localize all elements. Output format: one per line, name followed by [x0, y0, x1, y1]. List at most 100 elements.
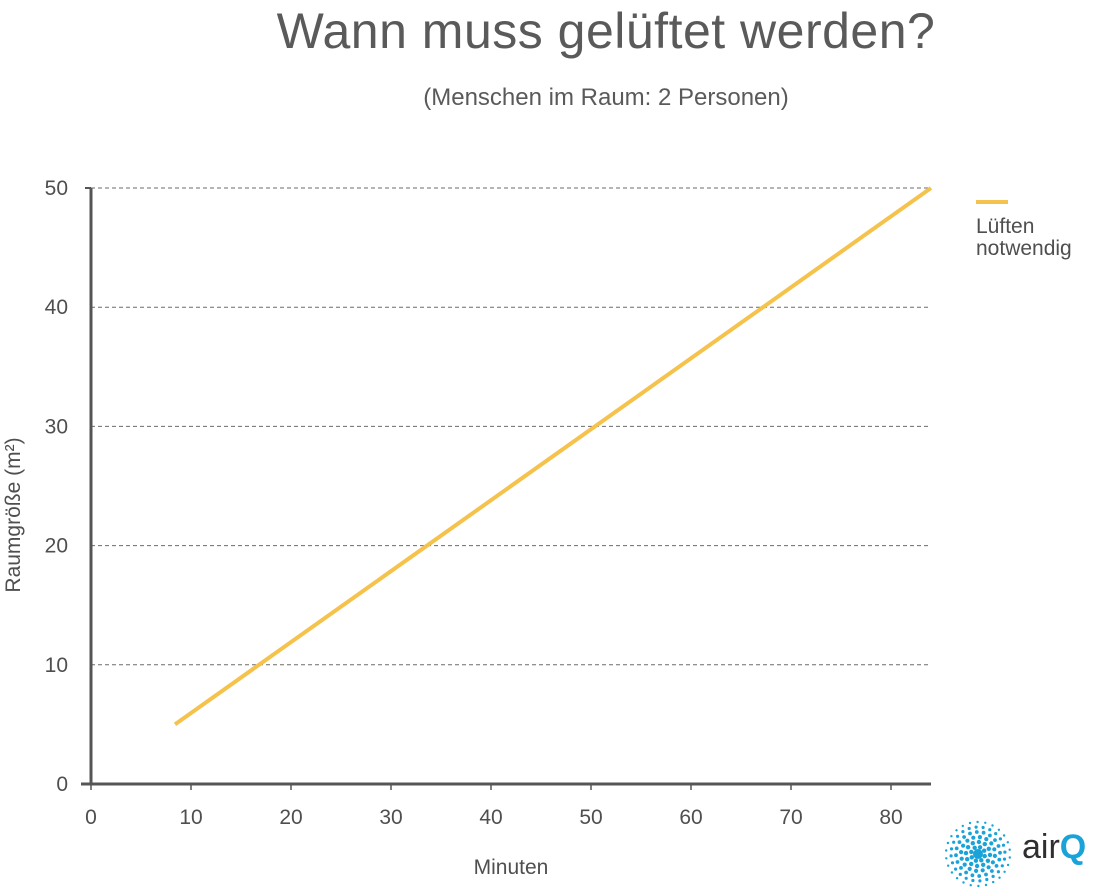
logo-dot — [971, 835, 976, 840]
logo-dot — [945, 849, 948, 852]
logo-dot — [961, 830, 965, 834]
x-tick-label-60: 60 — [679, 806, 702, 829]
logo-dot — [962, 835, 966, 839]
y-tick-label-50: 50 — [45, 177, 68, 200]
legend-label-line1: Lüften — [976, 215, 1035, 238]
logo-dot — [950, 871, 954, 874]
logo-dot — [955, 860, 960, 864]
logo-dot — [977, 874, 982, 878]
x-tick-label-0: 0 — [85, 806, 97, 829]
logo-dot — [992, 853, 997, 858]
logo-dot — [947, 864, 950, 867]
logo-dot — [1003, 870, 1006, 873]
x-tick-label-40: 40 — [479, 806, 502, 829]
logo-dot — [976, 839, 982, 845]
logo-dot — [992, 847, 997, 852]
logo-dot — [950, 835, 953, 838]
logo-dot — [964, 870, 968, 875]
logo-dot — [952, 840, 956, 844]
logo-dot — [998, 850, 1002, 855]
logo-dot — [986, 865, 991, 870]
logo-dot — [957, 840, 962, 844]
x-axis-label: Minuten — [474, 856, 549, 879]
logo-dot — [985, 858, 991, 863]
logo-dot — [959, 866, 963, 870]
x-tick-label-80: 80 — [879, 806, 902, 829]
logo-dot — [994, 832, 998, 836]
logo-dot — [977, 835, 982, 840]
logo-dot — [984, 821, 987, 824]
logo-dot — [970, 841, 975, 846]
logo-dot — [965, 838, 970, 843]
logo-dot — [946, 841, 950, 845]
logo-dot — [979, 858, 984, 863]
logo-dot — [985, 877, 989, 882]
logo-dot — [990, 860, 995, 865]
airq-dot-sphere-icon — [945, 820, 1011, 888]
grid-lines — [91, 187, 931, 666]
logo-dot — [955, 829, 958, 832]
x-tick-label-30: 30 — [379, 806, 402, 829]
logo-dot — [982, 853, 987, 859]
y-tick-label-30: 30 — [45, 415, 68, 438]
legend-label-line2: notwendig — [976, 237, 1072, 260]
x-tick-labels: 0 10 20 30 40 50 60 70 80 — [85, 806, 903, 829]
logo-dot — [994, 864, 999, 868]
logo-dot — [974, 868, 979, 873]
logo-dot — [1006, 841, 1009, 844]
x-tick-label-10: 10 — [179, 806, 202, 829]
logo-dot — [981, 862, 986, 867]
logo-dot — [958, 872, 962, 876]
logo-dot — [1002, 834, 1006, 837]
logo-dot — [969, 861, 974, 867]
logo-dot — [962, 862, 967, 867]
logo-dot — [968, 831, 972, 836]
logo-dot — [956, 834, 960, 838]
logo-dot — [959, 850, 964, 855]
logo-dot — [998, 876, 1001, 879]
logo-dot — [997, 828, 1001, 831]
logo-dot — [1008, 856, 1011, 859]
logo-text-q: Q — [1059, 828, 1087, 866]
x-tick-label-50: 50 — [579, 806, 602, 829]
logo-dot — [965, 857, 970, 862]
logo-dot — [1002, 857, 1007, 861]
y-axis-label: Raumgröße (m²) — [2, 437, 25, 592]
logo-dot — [964, 876, 968, 880]
logo-dot — [988, 833, 992, 838]
logo-dot — [969, 884, 972, 887]
logo-dot — [954, 846, 959, 851]
logo-dot — [969, 849, 974, 855]
logo-dot — [968, 821, 972, 825]
logo-dot — [961, 843, 966, 848]
logo-dot — [992, 880, 995, 884]
logo-dot — [1006, 863, 1010, 867]
logo-dot — [945, 857, 948, 860]
axes — [81, 187, 931, 790]
logo-dot — [1003, 850, 1007, 854]
logo-dot — [973, 849, 983, 859]
chart-subtitle: (Menschen im Raum: 2 Personen) — [423, 84, 789, 111]
logo-dot — [978, 879, 982, 883]
legend-label: Lüften notwendig — [976, 216, 1096, 260]
logo-wordmark: airQ — [1022, 828, 1086, 867]
x-tick-label-70: 70 — [779, 806, 802, 829]
logo-text-air: air — [1022, 828, 1060, 866]
logo-dot — [982, 848, 987, 853]
logo-dot — [955, 877, 959, 880]
logo-dot — [954, 853, 958, 858]
logo-dot — [974, 863, 980, 869]
logo-dot — [949, 854, 953, 858]
logo-dot — [949, 847, 954, 851]
logo-dot — [959, 856, 964, 861]
logo-dot — [996, 870, 1000, 874]
y-tick-labels: 0 10 20 30 40 50 — [45, 177, 68, 796]
logo-dot — [993, 838, 997, 842]
logo-dot — [987, 852, 993, 858]
y-tick-label-40: 40 — [45, 296, 68, 319]
logo-dot — [967, 826, 971, 831]
logo-dot — [981, 830, 986, 835]
logo-dot — [988, 828, 992, 832]
logo-dot — [991, 874, 995, 878]
logo-dot — [972, 845, 977, 850]
